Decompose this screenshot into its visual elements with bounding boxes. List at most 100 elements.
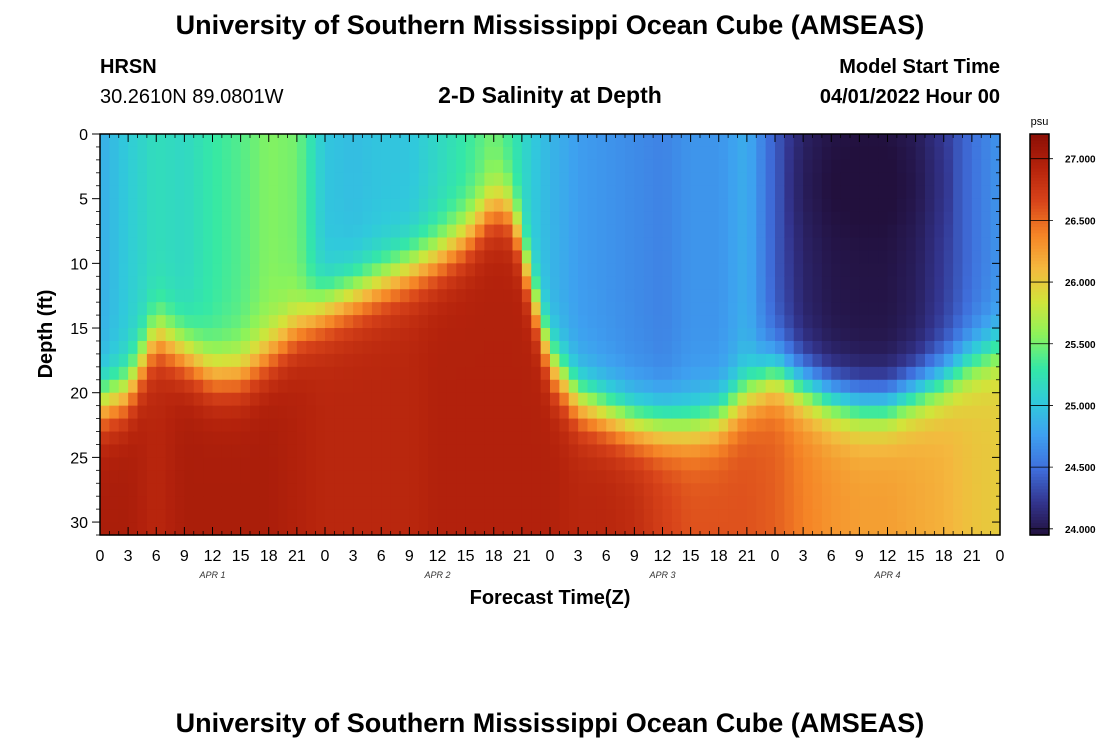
heatmap-cell bbox=[465, 250, 476, 264]
heatmap-cell bbox=[287, 146, 298, 161]
heatmap-cell bbox=[362, 328, 373, 342]
heatmap-cell bbox=[118, 198, 129, 213]
heatmap-cell bbox=[137, 146, 148, 161]
heatmap-cell bbox=[615, 366, 626, 381]
heatmap-cell bbox=[803, 302, 814, 316]
heatmap-cell bbox=[362, 340, 373, 355]
heatmap-cell bbox=[128, 431, 139, 446]
heatmap-cell bbox=[231, 289, 242, 303]
heatmap-cell bbox=[203, 224, 214, 239]
heatmap-cell bbox=[840, 379, 851, 394]
heatmap-cell bbox=[540, 302, 551, 316]
heatmap-cell bbox=[653, 340, 664, 355]
heatmap-cell bbox=[568, 392, 579, 407]
heatmap-cell bbox=[446, 470, 457, 484]
heatmap-cell bbox=[812, 263, 823, 277]
heatmap-cell bbox=[953, 418, 964, 433]
colorbar-segment bbox=[1030, 174, 1049, 178]
heatmap-cell bbox=[634, 134, 645, 148]
heatmap-cell bbox=[390, 353, 401, 368]
heatmap-cell bbox=[840, 340, 851, 355]
colorbar-segment bbox=[1030, 282, 1049, 286]
heatmap-cell bbox=[268, 146, 279, 161]
heatmap-cell bbox=[156, 353, 167, 368]
heatmap-cell bbox=[250, 366, 260, 381]
heatmap-cell bbox=[296, 328, 307, 342]
heatmap-cell bbox=[578, 302, 589, 316]
heatmap-cell bbox=[915, 483, 926, 497]
heatmap-cell bbox=[821, 172, 832, 187]
heatmap-cell bbox=[709, 134, 720, 148]
heatmap-cell bbox=[465, 185, 476, 200]
heatmap-cell bbox=[259, 509, 270, 523]
heatmap-cell bbox=[568, 405, 579, 420]
heatmap-cell bbox=[859, 146, 870, 161]
heatmap-cell bbox=[756, 185, 767, 200]
heatmap-cell bbox=[887, 134, 898, 148]
heatmap-cell bbox=[943, 146, 954, 161]
heatmap-cell bbox=[634, 289, 645, 303]
heatmap-cell bbox=[981, 379, 992, 394]
heatmap-cell bbox=[221, 496, 232, 510]
heatmap-cell bbox=[437, 496, 448, 510]
heatmap-cell bbox=[728, 185, 739, 200]
heatmap-cell bbox=[821, 185, 832, 200]
heatmap-cell bbox=[503, 159, 514, 174]
heatmap-cell bbox=[690, 392, 701, 407]
heatmap-cell bbox=[653, 302, 664, 316]
heatmap-cell bbox=[175, 172, 185, 187]
heatmap-cell bbox=[231, 470, 242, 484]
heatmap-cell bbox=[503, 509, 514, 523]
heatmap-cell bbox=[493, 315, 504, 329]
heatmap-cell bbox=[765, 522, 776, 536]
heatmap-cell bbox=[193, 302, 204, 316]
heatmap-cell bbox=[381, 353, 392, 368]
heatmap-cell bbox=[334, 470, 345, 484]
heatmap-cell bbox=[784, 289, 795, 303]
heatmap-cell bbox=[493, 263, 504, 277]
colorbar-segment bbox=[1030, 451, 1049, 456]
heatmap-cell bbox=[446, 431, 457, 446]
heatmap-cell bbox=[878, 340, 889, 355]
heatmap-cell bbox=[531, 405, 542, 420]
colorbar-segment bbox=[1030, 380, 1049, 385]
heatmap-cell bbox=[306, 340, 317, 355]
heatmap-cell bbox=[559, 522, 570, 536]
heatmap-cell bbox=[625, 483, 635, 497]
heatmap-cell bbox=[521, 237, 532, 252]
heatmap-cell bbox=[118, 509, 129, 523]
heatmap-cell bbox=[681, 302, 692, 316]
heatmap-cell bbox=[278, 250, 289, 264]
heatmap-cell bbox=[231, 418, 242, 433]
heatmap-cell bbox=[521, 198, 532, 213]
heatmap-cell bbox=[250, 276, 260, 290]
heatmap-cell bbox=[287, 431, 298, 446]
heatmap-cell bbox=[540, 444, 551, 458]
heatmap-cell bbox=[428, 276, 439, 290]
heatmap-cell bbox=[578, 185, 589, 200]
heatmap-cell bbox=[662, 366, 673, 381]
x-tick-label: 21 bbox=[513, 548, 531, 565]
colorbar-segment bbox=[1030, 171, 1049, 175]
heatmap-cell bbox=[606, 289, 617, 303]
heatmap-cell bbox=[231, 263, 242, 277]
heatmap-cell bbox=[193, 366, 204, 381]
heatmap-cell bbox=[343, 444, 354, 458]
heatmap-cell bbox=[193, 185, 204, 200]
heatmap-cell bbox=[521, 172, 532, 187]
heatmap-cell bbox=[662, 509, 673, 523]
heatmap-cell bbox=[156, 457, 167, 471]
heatmap-cell bbox=[503, 134, 514, 148]
heatmap-cell bbox=[896, 289, 907, 303]
heatmap-cell bbox=[812, 340, 823, 355]
heatmap-cell bbox=[100, 522, 110, 536]
heatmap-cell bbox=[146, 198, 157, 213]
heatmap-cell bbox=[184, 328, 195, 342]
heatmap-cell bbox=[878, 418, 889, 433]
heatmap-cell bbox=[343, 340, 354, 355]
colorbar-segment bbox=[1030, 353, 1049, 357]
heatmap-cell bbox=[662, 379, 673, 394]
colorbar-segment bbox=[1030, 470, 1049, 474]
colorbar-segment bbox=[1030, 161, 1049, 166]
heatmap-cell bbox=[550, 211, 560, 226]
